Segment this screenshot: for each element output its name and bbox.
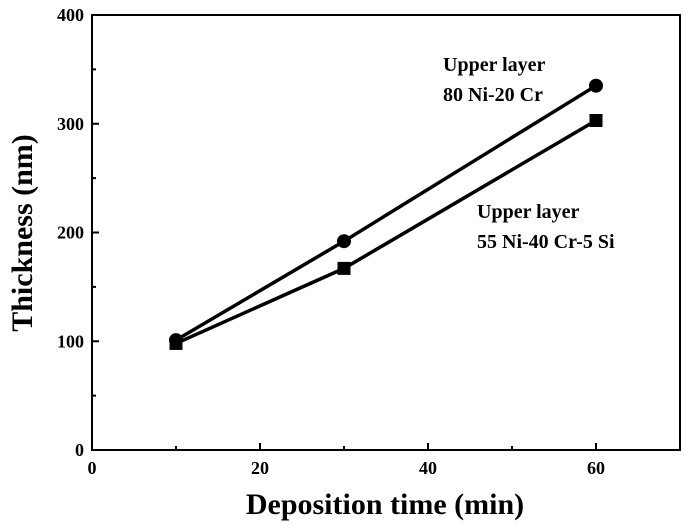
annotation-80ni-20cr-line1: Upper layer	[443, 54, 546, 76]
series	[169, 78, 603, 350]
x-tick-label: 20	[251, 458, 269, 478]
annotation-55ni-40cr-5si: Upper layer 55 Ni-40 Cr-5 Si	[477, 201, 615, 253]
y-tick-label: 100	[57, 331, 84, 351]
y-tick-label: 400	[57, 5, 84, 25]
data-point-circle	[337, 234, 351, 249]
y-tick-label: 200	[57, 223, 84, 243]
annotation-80ni-20cr: Upper layer 80 Ni-20 Cr	[443, 54, 546, 106]
data-point-circle	[589, 78, 603, 93]
data-point-square	[589, 113, 603, 127]
annotation-55ni-40cr-5si-line2: 55 Ni-40 Cr-5 Si	[477, 231, 615, 253]
annotation-55ni-40cr-5si-line1: Upper layer	[477, 201, 580, 223]
ticks	[91, 14, 681, 451]
data-point-square	[169, 336, 183, 350]
y-axis-title: Thickness (nm)	[6, 134, 39, 332]
annotation-80ni-20cr-line2: 80 Ni-20 Cr	[443, 84, 543, 106]
x-tick-label: 60	[587, 458, 605, 478]
y-tick-label: 300	[57, 114, 84, 134]
x-tick-label: 40	[419, 458, 437, 478]
tick-labels: 0 20 40 60 0 100 200 300 400	[57, 5, 605, 478]
data-point-square	[337, 261, 351, 275]
y-tick-label: 0	[75, 440, 84, 460]
x-axis-title: Deposition time (min)	[246, 488, 524, 521]
x-tick-label: 0	[88, 458, 97, 478]
